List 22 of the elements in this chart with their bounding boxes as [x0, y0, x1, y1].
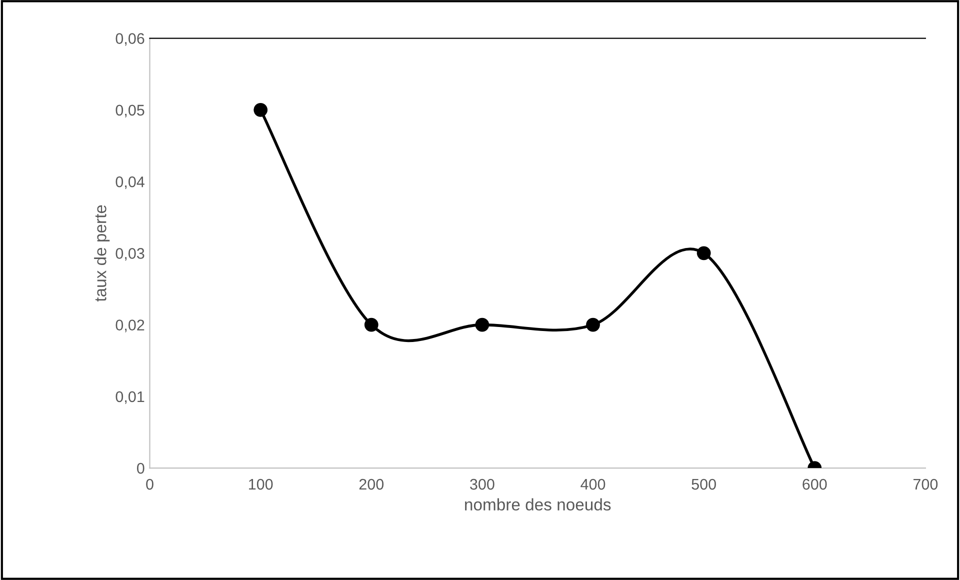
- y-axis-title: taux de perte: [94, 205, 110, 302]
- y-tick-label: 0,03: [116, 248, 144, 261]
- y-tick-label: 0,02: [116, 320, 144, 332]
- point: [586, 318, 600, 332]
- point: [364, 318, 378, 332]
- y-tick-label: 0,06: [116, 33, 144, 46]
- x-tick-label: 600: [802, 478, 827, 490]
- y-tick-label: 0,04: [116, 176, 144, 190]
- x-tick-label: 200: [359, 478, 384, 490]
- x-tick-label: 0: [146, 478, 154, 490]
- point: [475, 318, 490, 332]
- y-tick-label: 0: [137, 462, 144, 474]
- x-tick-label: 400: [580, 478, 606, 490]
- x-tick-label: 500: [692, 478, 716, 490]
- point: [696, 246, 711, 260]
- y-tick-label: 0,05: [116, 104, 144, 118]
- y-tick-label: 0,01: [116, 391, 144, 404]
- x-tick-label: 100: [248, 478, 273, 490]
- x-tick-label: 700: [913, 478, 938, 490]
- point: [254, 102, 268, 117]
- x-axis-title: nombre des noeuds: [465, 498, 611, 511]
- x-tick-label: 300: [470, 478, 494, 490]
